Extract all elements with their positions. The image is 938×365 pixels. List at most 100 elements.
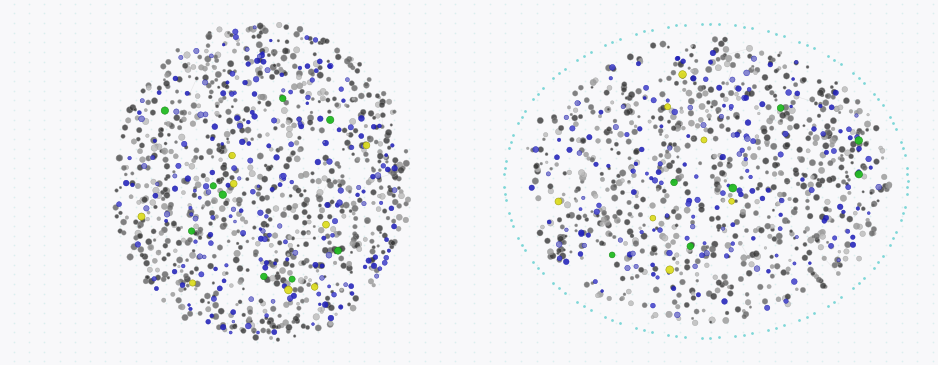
Point	[635, 178, 650, 184]
Point	[219, 233, 234, 239]
Point	[252, 57, 267, 63]
Point	[113, 1, 128, 7]
Point	[327, 246, 342, 252]
Point	[514, 20, 529, 26]
Point	[926, 39, 938, 45]
Point	[555, 234, 570, 240]
Point	[191, 103, 206, 109]
Point	[711, 215, 726, 221]
Point	[212, 178, 227, 184]
Point	[735, 30, 750, 35]
Point	[281, 205, 296, 211]
Point	[644, 27, 659, 32]
Point	[613, 320, 628, 326]
Point	[833, 295, 848, 300]
Point	[552, 248, 567, 254]
Point	[206, 199, 221, 204]
Point	[541, 219, 556, 225]
Point	[267, 261, 282, 266]
Point	[255, 319, 270, 324]
Point	[394, 193, 409, 199]
Point	[325, 136, 340, 142]
Point	[98, 194, 113, 200]
Point	[661, 76, 676, 81]
Point	[174, 54, 189, 60]
Point	[159, 184, 174, 190]
Point	[673, 155, 688, 161]
Point	[192, 235, 207, 241]
Point	[657, 1, 672, 7]
Point	[704, 155, 719, 161]
Point	[620, 110, 635, 115]
Point	[735, 184, 750, 190]
Point	[341, 20, 356, 26]
Point	[625, 20, 640, 26]
Point	[359, 82, 374, 88]
Point	[234, 262, 250, 268]
Point	[98, 88, 113, 93]
Point	[565, 126, 580, 131]
Point	[280, 163, 295, 169]
Point	[855, 130, 870, 136]
Point	[234, 277, 249, 283]
Point	[682, 247, 697, 253]
Point	[201, 306, 216, 312]
Point	[817, 134, 832, 139]
Point	[847, 262, 862, 268]
Point	[219, 107, 234, 113]
Point	[719, 310, 734, 316]
Point	[565, 137, 580, 143]
Point	[735, 126, 750, 132]
Point	[299, 35, 314, 41]
Point	[7, 320, 22, 326]
Point	[266, 52, 281, 58]
Point	[577, 242, 592, 248]
Point	[344, 80, 359, 86]
Point	[609, 97, 624, 103]
Point	[831, 39, 846, 45]
Point	[252, 23, 267, 29]
Point	[498, 59, 513, 65]
Point	[704, 272, 719, 277]
Point	[149, 286, 164, 292]
Point	[366, 245, 381, 250]
Point	[273, 146, 288, 151]
Point	[751, 136, 766, 142]
Point	[744, 67, 759, 73]
Point	[673, 242, 688, 248]
Point	[561, 330, 576, 335]
Point	[234, 68, 250, 74]
Point	[712, 184, 727, 189]
Point	[827, 299, 842, 304]
Point	[834, 153, 849, 158]
Point	[673, 300, 688, 306]
Point	[310, 262, 325, 268]
Point	[777, 192, 792, 197]
Point	[862, 252, 877, 258]
Point	[290, 313, 305, 319]
Point	[704, 291, 719, 297]
Point	[260, 235, 275, 241]
Point	[831, 10, 846, 16]
Point	[159, 188, 174, 194]
Point	[325, 155, 340, 161]
Point	[910, 339, 925, 345]
Point	[250, 68, 265, 74]
Point	[189, 339, 204, 345]
Point	[275, 176, 290, 181]
Point	[255, 259, 270, 265]
Point	[641, 30, 656, 35]
Point	[204, 39, 219, 45]
Point	[372, 149, 387, 155]
Point	[232, 176, 247, 181]
Point	[751, 10, 766, 16]
Point	[159, 81, 174, 87]
Point	[799, 272, 814, 277]
Point	[295, 49, 310, 55]
Point	[847, 291, 862, 297]
Point	[234, 97, 250, 103]
Point	[225, 153, 240, 158]
Point	[514, 204, 529, 210]
Point	[399, 217, 414, 223]
Point	[847, 155, 862, 161]
